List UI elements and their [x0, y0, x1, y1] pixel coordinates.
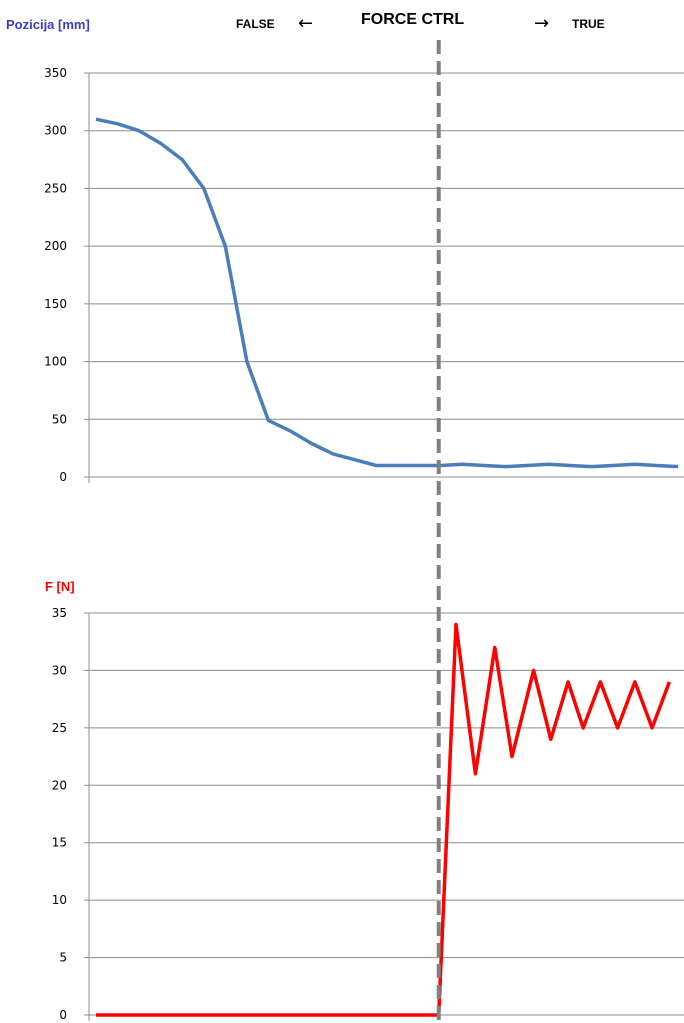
force-axis-title: F [N]	[45, 579, 75, 594]
force-tick-label: 30	[52, 663, 67, 677]
position-tick-label: 250	[44, 181, 67, 195]
position-tick-labels: 0 50 100 150 200 250 300 350	[44, 66, 67, 484]
position-series	[95, 117, 679, 469]
force-chart: F [N] 0 5 10 15 20 25 30 35	[45, 579, 684, 1022]
position-chart: Pozicija [mm] 0 50 100 150 200 250 300 350	[6, 17, 684, 484]
position-tick-label: 200	[44, 239, 67, 253]
position-tick-label: 300	[44, 124, 67, 138]
force-tick-label: 5	[59, 951, 67, 965]
position-axis-title: Pozicija [mm]	[6, 17, 90, 32]
force-series	[96, 622, 672, 1017]
header-false-label: FALSE	[236, 17, 275, 31]
position-tick-label: 350	[44, 66, 67, 80]
header-title: FORCE CTRL	[361, 11, 464, 28]
position-tick-label: 150	[44, 297, 67, 311]
position-tick-label: 100	[44, 355, 67, 369]
force-tick-label: 35	[52, 606, 67, 620]
position-series-line	[95, 117, 679, 469]
position-tick-label: 50	[52, 412, 67, 426]
force-tick-label: 0	[59, 1008, 67, 1022]
position-tick-label: 0	[59, 470, 67, 484]
force-gridlines	[84, 612, 684, 1021]
right-arrow-icon: →	[534, 13, 549, 34]
force-tick-label: 15	[52, 836, 67, 850]
force-tick-labels: 0 5 10 15 20 25 30 35	[52, 606, 67, 1022]
force-tick-label: 20	[52, 778, 67, 792]
header: FALSE ← FORCE CTRL → TRUE	[236, 11, 605, 34]
left-arrow-icon: ←	[298, 13, 313, 34]
header-true-label: TRUE	[572, 17, 605, 31]
force-tick-label: 10	[52, 893, 67, 907]
force-series-line	[96, 622, 672, 1017]
force-tick-label: 25	[52, 721, 67, 735]
position-gridlines	[84, 72, 684, 483]
